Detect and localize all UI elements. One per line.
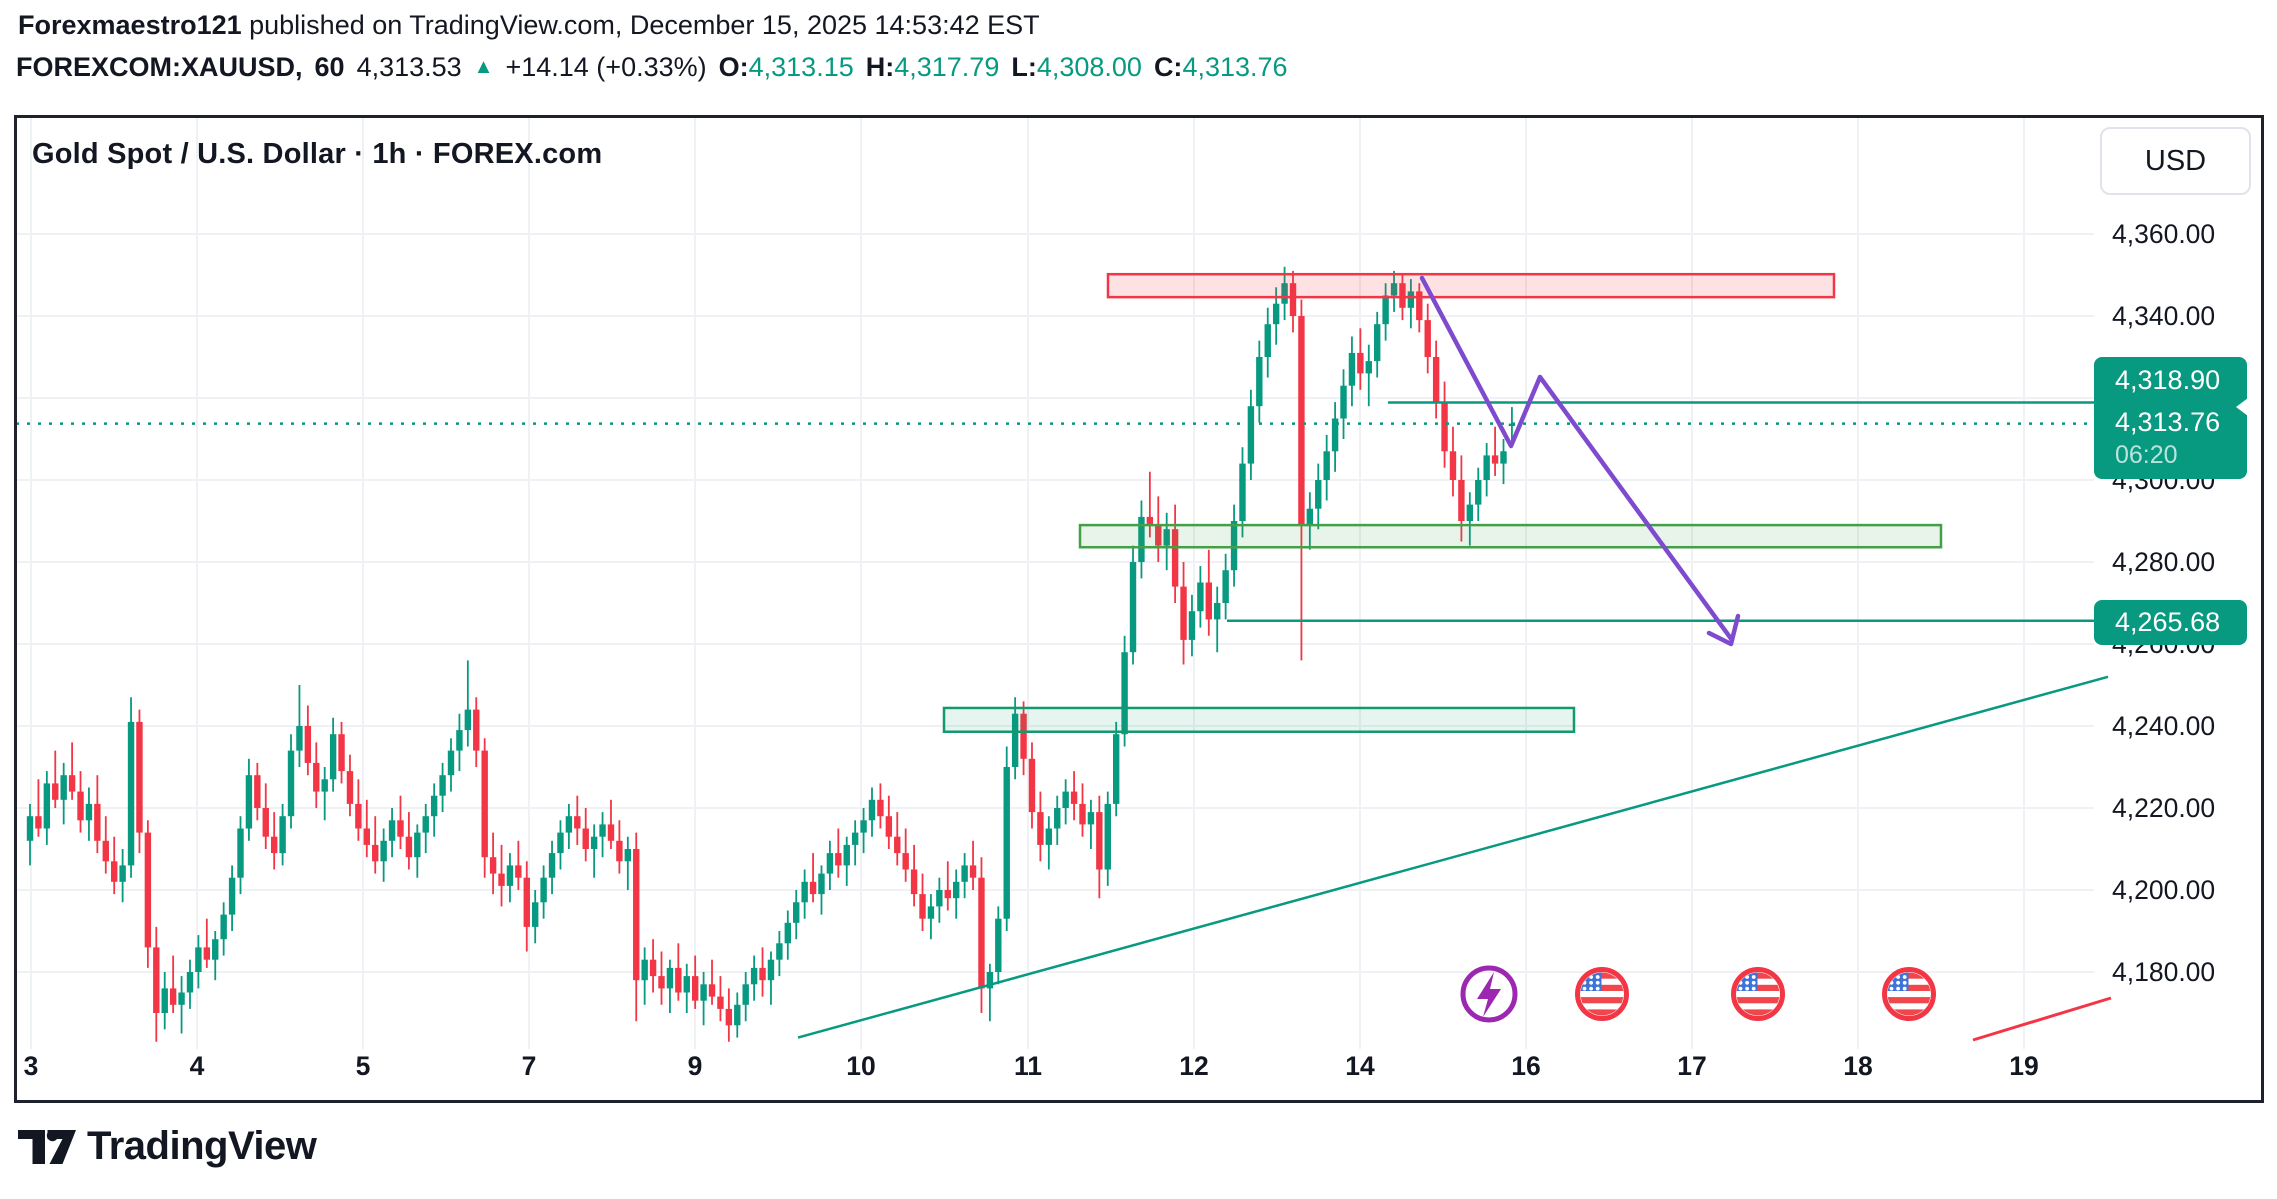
svg-text:4,260.00: 4,260.00	[2112, 629, 2215, 659]
svg-text:16: 16	[1511, 1051, 1540, 1081]
price-change: +14.14 (+0.33%)	[505, 52, 707, 82]
projection-arrow[interactable]	[1419, 275, 1741, 647]
svg-text:4,340.00: 4,340.00	[2112, 301, 2215, 331]
svg-text:5: 5	[356, 1051, 371, 1081]
interval: 60	[314, 52, 345, 82]
resistance-zone[interactable]	[1106, 272, 1836, 299]
author-name: Forexmaestro121	[18, 10, 242, 40]
close-value: 4,313.76	[1182, 52, 1288, 82]
byline: Forexmaestro121 published on TradingView…	[18, 8, 1040, 42]
ascending-trendline[interactable]	[797, 675, 2109, 1039]
up-triangle-icon: ▲	[473, 56, 494, 78]
breakout-zone[interactable]	[1078, 523, 1943, 549]
svg-text:4,320.00: 4,320.00	[2112, 383, 2215, 413]
svg-text:19: 19	[2009, 1051, 2038, 1081]
time-axis-labels: 3 4 5 7 9 10 11 12 14 16 17 18 19	[24, 1051, 2039, 1081]
svg-text:18: 18	[1843, 1051, 1872, 1081]
svg-text:9: 9	[688, 1051, 703, 1081]
us-flag-event-icon[interactable]	[1731, 967, 1785, 1021]
open-value: 4,313.15	[748, 52, 854, 82]
us-flag-event-icon[interactable]	[1882, 967, 1936, 1021]
demand-zone[interactable]	[942, 706, 1576, 733]
us-flag-event-icon[interactable]	[1575, 967, 1629, 1021]
price-chart-canvas[interactable]: 4,360.00 4,340.00 4,320.00 4,300.00 4,280.00…	[14, 115, 2264, 1103]
svg-text:4,200.00: 4,200.00	[2112, 875, 2215, 905]
high-value: 4,317.79	[894, 52, 1000, 82]
close-label: C:	[1153, 52, 1183, 82]
svg-text:4,220.00: 4,220.00	[2112, 793, 2215, 823]
high-label: H:	[865, 52, 895, 82]
grid	[17, 118, 2094, 1049]
svg-text:3: 3	[24, 1051, 39, 1081]
svg-text:4,280.00: 4,280.00	[2112, 547, 2215, 577]
svg-text:4,180.00: 4,180.00	[2112, 957, 2215, 987]
event-markers	[1460, 965, 1936, 1023]
price-axis-labels: 4,360.00 4,340.00 4,320.00 4,300.00 4,280.00…	[2112, 219, 2215, 987]
open-label: O:	[718, 52, 749, 82]
red-trendline-segment[interactable]	[1972, 996, 2112, 1042]
svg-text:11: 11	[1014, 1051, 1042, 1081]
chart-frame: 4,360.00 4,340.00 4,320.00 4,300.00 4,280.00…	[14, 115, 2264, 1103]
svg-text:4,240.00: 4,240.00	[2112, 711, 2215, 741]
candlesticks	[26, 266, 1516, 1042]
low-value: 4,308.00	[1036, 52, 1142, 82]
last-price: 4,313.53	[356, 52, 462, 82]
published-text: published on TradingView.com, December 1…	[241, 10, 1040, 40]
svg-text:4,300.00: 4,300.00	[2112, 465, 2215, 495]
tradingview-logo-icon[interactable]	[18, 1129, 76, 1164]
tradingview-logo-text[interactable]: TradingView	[87, 1124, 317, 1168]
tradingview-footer: TradingView	[18, 1124, 317, 1169]
svg-text:7: 7	[522, 1051, 537, 1081]
symbol-name: FOREXCOM:XAUUSD,	[16, 52, 303, 82]
currency-button[interactable]: USD	[2100, 127, 2251, 195]
low-label: L:	[1011, 52, 1037, 82]
svg-text:4: 4	[190, 1051, 205, 1081]
svg-text:10: 10	[846, 1051, 875, 1081]
svg-text:17: 17	[1677, 1051, 1706, 1081]
power-event-icon[interactable]	[1460, 965, 1518, 1023]
svg-text:4,360.00: 4,360.00	[2112, 219, 2215, 249]
symbol-quote-line: FOREXCOM:XAUUSD, 60 4,313.53 ▲ +14.14 (+…	[16, 50, 1288, 87]
svg-text:12: 12	[1179, 1051, 1208, 1081]
svg-text:14: 14	[1345, 1051, 1375, 1081]
